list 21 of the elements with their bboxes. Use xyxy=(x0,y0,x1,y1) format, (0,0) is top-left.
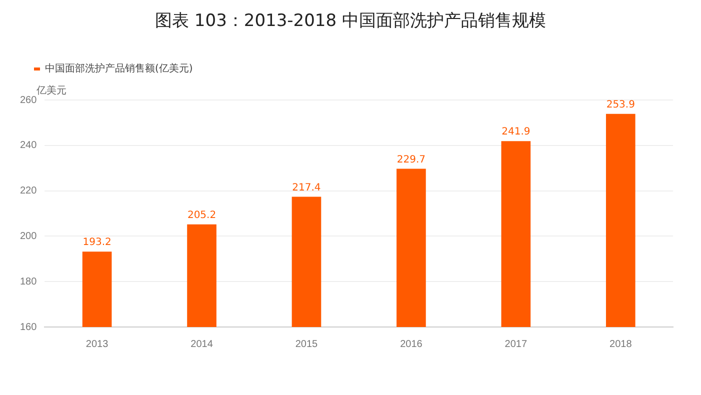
x-tick-label: 2013 xyxy=(86,338,109,350)
y-tick-label: 260 xyxy=(20,94,38,106)
y-tick-label: 200 xyxy=(20,230,38,242)
x-tick-label: 2016 xyxy=(400,338,423,350)
x-tick-label: 2014 xyxy=(190,338,214,350)
data-label: 193.2 xyxy=(82,237,112,248)
y-tick-label: 240 xyxy=(20,140,38,152)
x-tick-label: 2015 xyxy=(295,338,318,350)
legend-label: 中国面部洗护产品销售额(亿美元) xyxy=(45,62,193,75)
data-label: 217.4 xyxy=(292,182,321,194)
x-tick-label: 2017 xyxy=(504,338,528,350)
y-axis-title: 亿美元 xyxy=(36,84,67,97)
y-tick-label: 180 xyxy=(20,276,38,288)
y-tick-label: 160 xyxy=(20,322,38,333)
data-label: 205.2 xyxy=(187,210,216,221)
x-tick-label: 2018 xyxy=(610,338,632,350)
chart-title: 图表 103：2013-2018 中国面部洗护产品销售规模 xyxy=(154,10,547,33)
y-tick-label: 220 xyxy=(20,186,38,197)
data-label: 241.9 xyxy=(502,126,530,138)
data-label: 229.7 xyxy=(396,154,426,166)
data-label: 253.9 xyxy=(606,99,635,110)
